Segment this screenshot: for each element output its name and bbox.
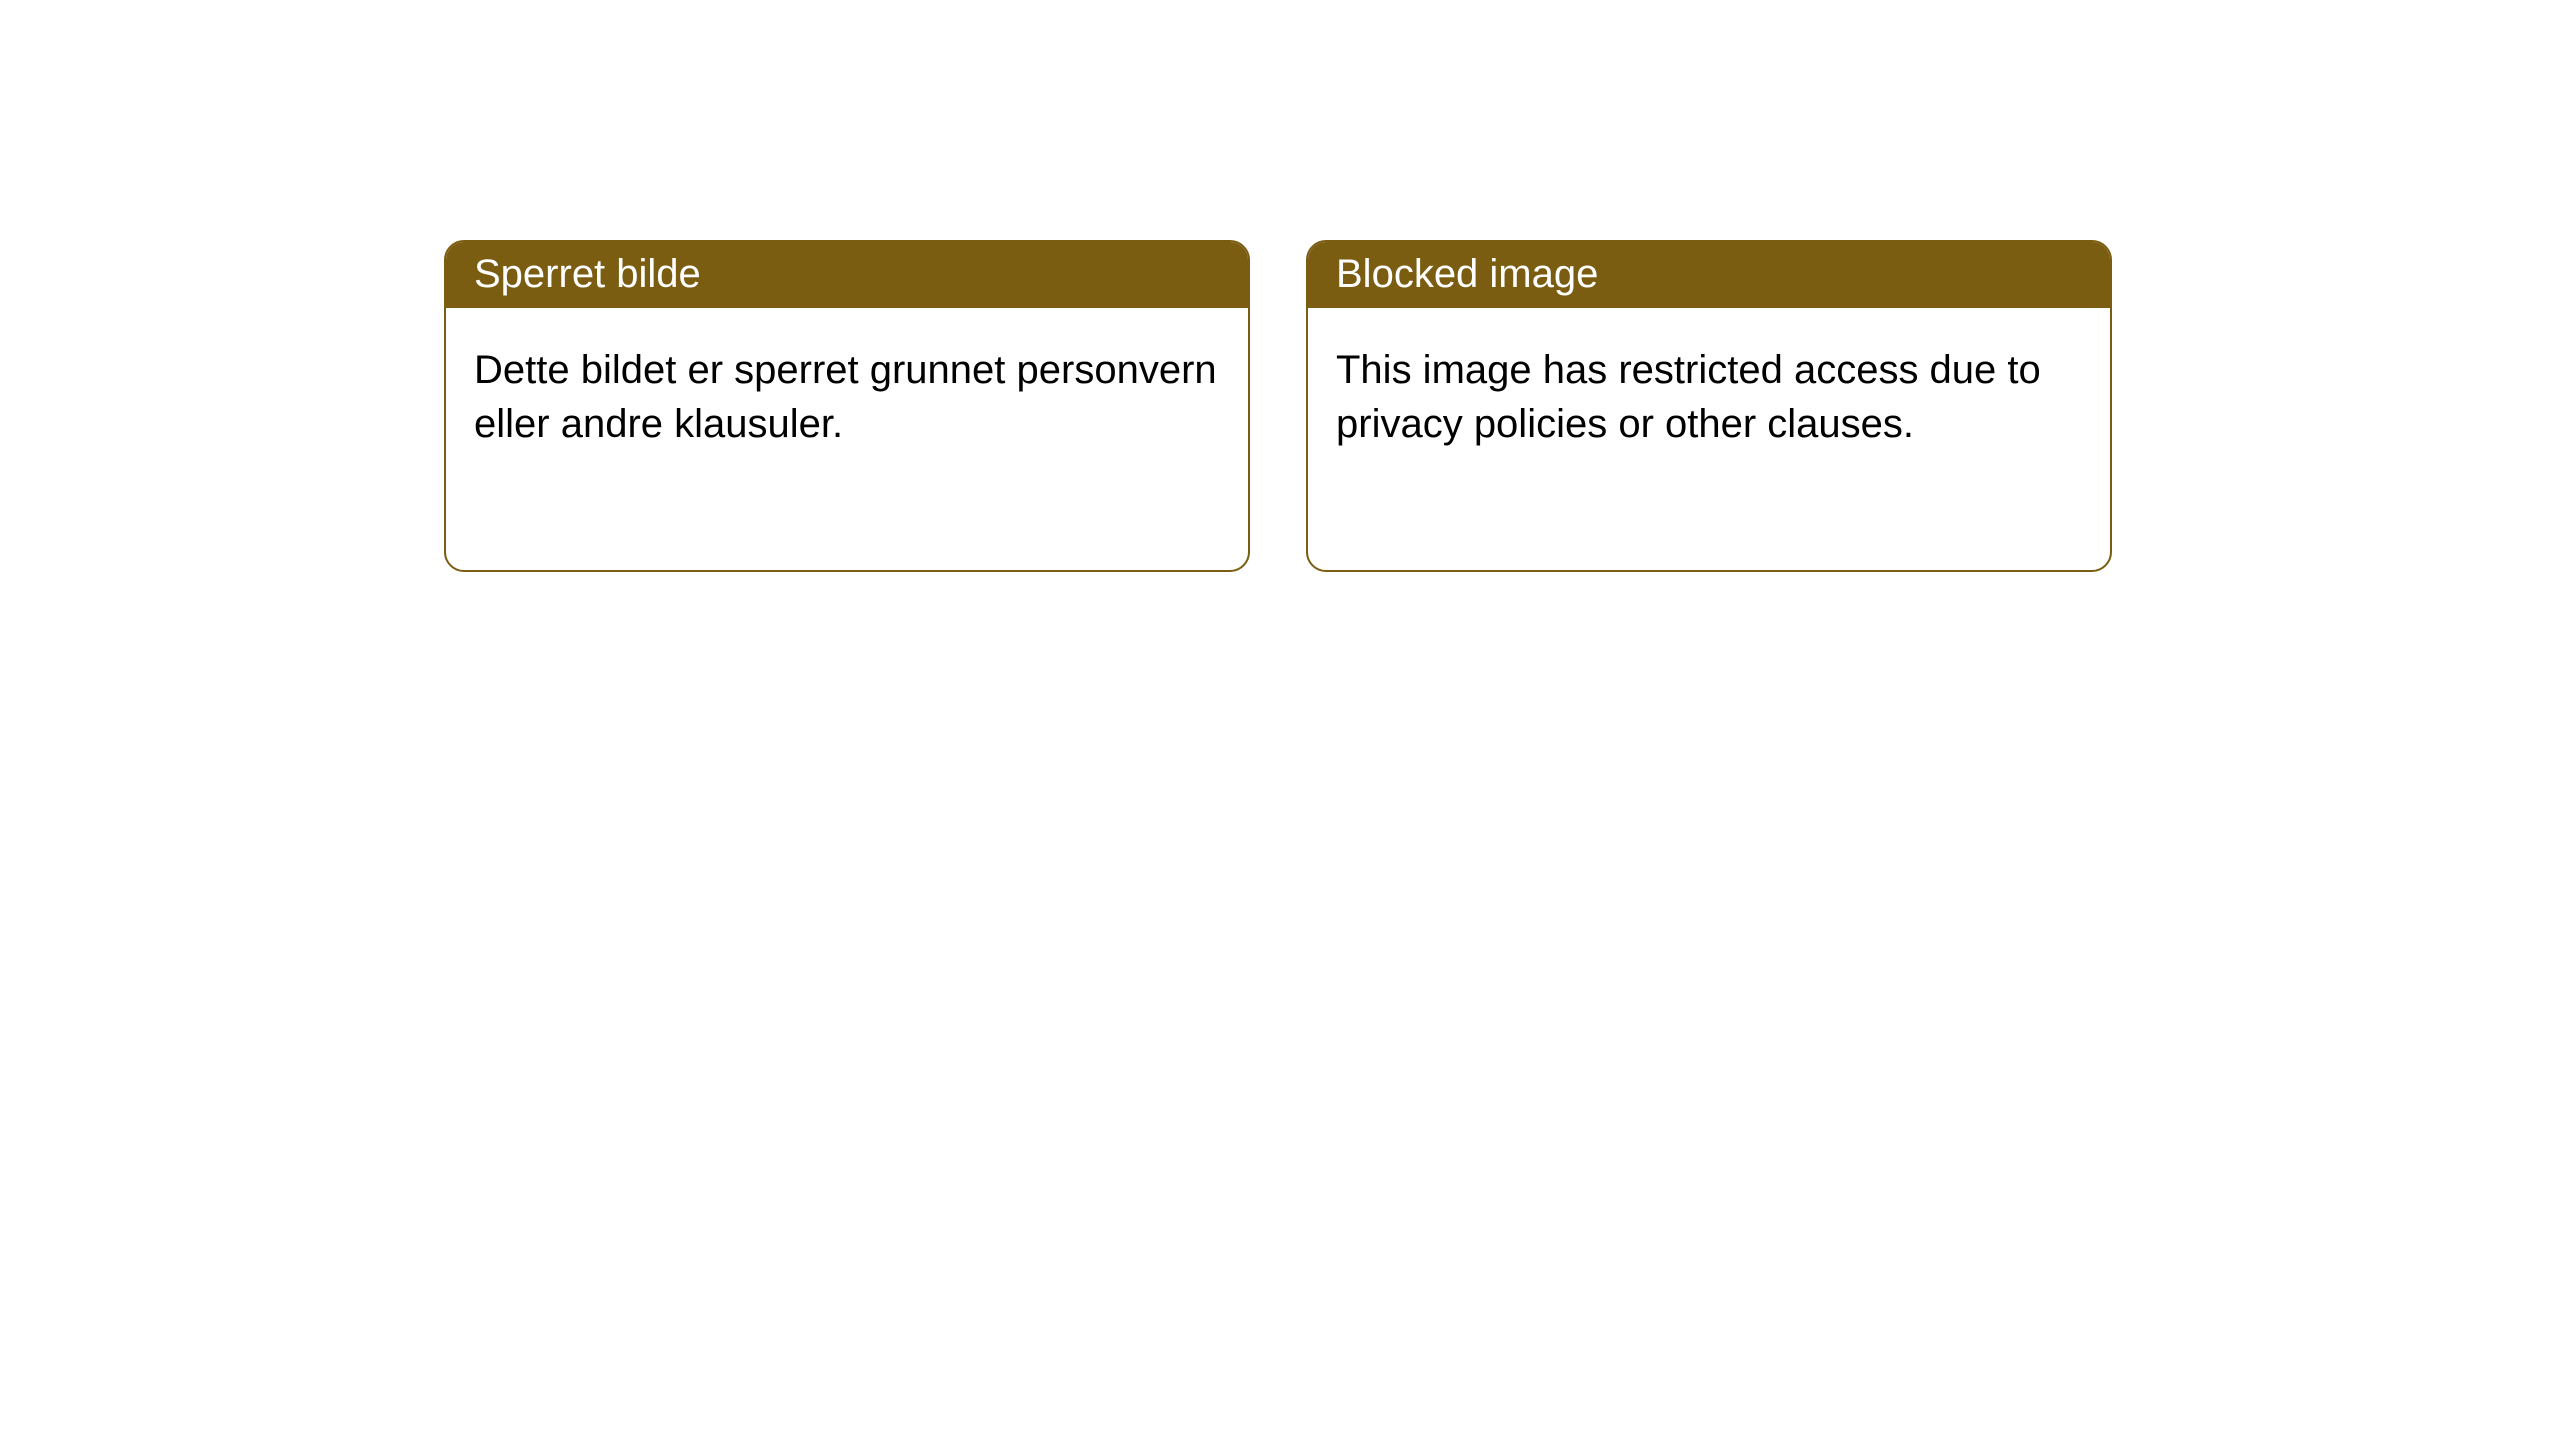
notice-container: Sperret bilde Dette bildet er sperret gr… [444,240,2112,572]
notice-title: Sperret bilde [474,252,701,296]
notice-body: Dette bildet er sperret grunnet personve… [446,308,1248,479]
notice-text: Dette bildet er sperret grunnet personve… [474,348,1217,446]
notice-header: Sperret bilde [446,242,1248,308]
notice-header: Blocked image [1308,242,2110,308]
notice-card-english: Blocked image This image has restricted … [1306,240,2112,572]
notice-card-norwegian: Sperret bilde Dette bildet er sperret gr… [444,240,1250,572]
notice-text: This image has restricted access due to … [1336,348,2041,446]
notice-body: This image has restricted access due to … [1308,308,2110,479]
notice-title: Blocked image [1336,252,1598,296]
